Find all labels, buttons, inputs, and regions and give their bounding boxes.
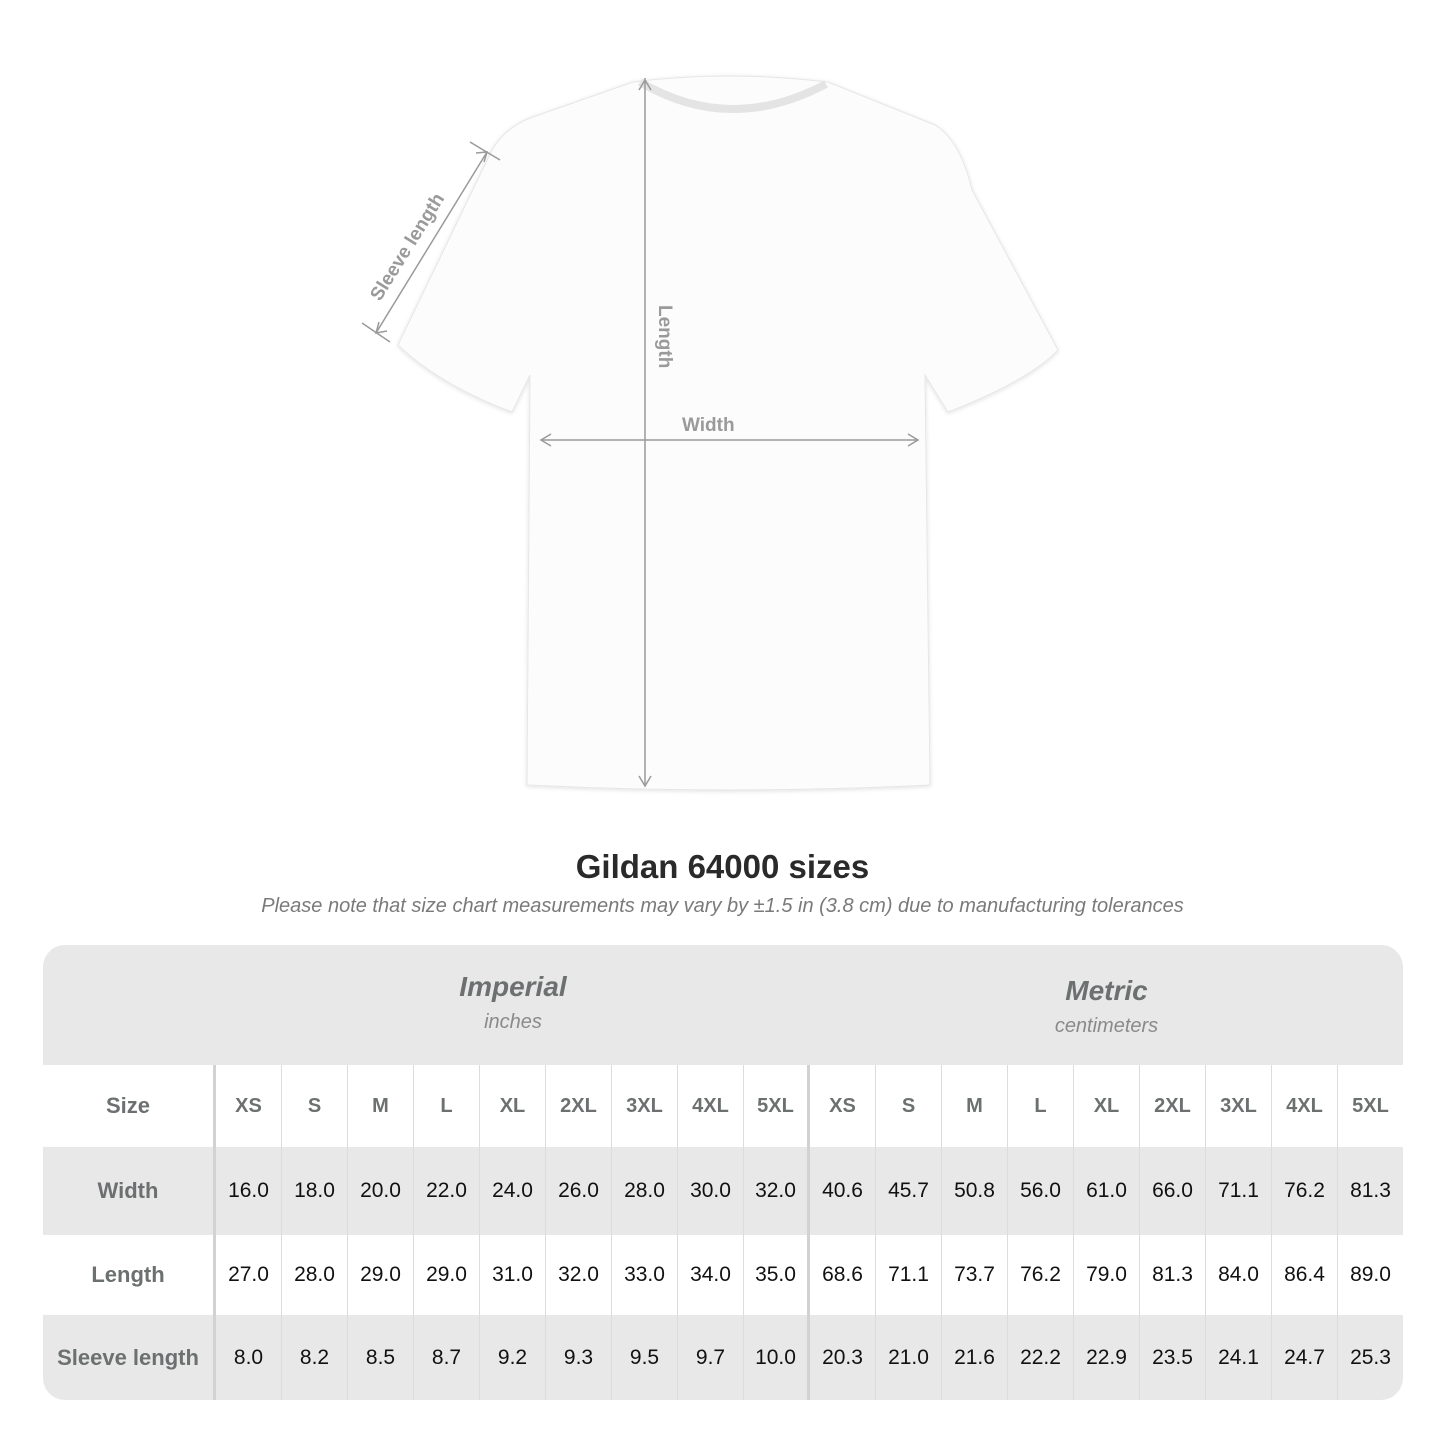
metric-value-cell: 73.7 [942,1235,1008,1315]
metric-value-cell: 22.2 [1008,1315,1074,1400]
imperial-value-cell: 32.0 [546,1235,612,1315]
row-label: Sleeve length [43,1315,216,1400]
metric-value-cell: 66.0 [1140,1147,1206,1235]
size-header-cell: XS [216,1065,282,1147]
size-header-cell: 2XL [1140,1065,1206,1147]
imperial-value-cell: 9.7 [678,1315,744,1400]
size-header-cell: 4XL [1272,1065,1338,1147]
row-label: Length [43,1235,216,1315]
imperial-unit: inches [484,1011,542,1033]
imperial-value-cell: 20.0 [348,1147,414,1235]
table-row: Width 16.0 18.0 20.0 22.0 24.0 26.0 28.0 30.0 32.… [43,1147,1403,1235]
metric-value-cell: 45.7 [876,1147,942,1235]
imperial-value-cell: 31.0 [480,1235,546,1315]
imperial-value-cell: 16.0 [216,1147,282,1235]
metric-value-cell: 20.3 [810,1315,876,1400]
size-header-cell: 2XL [546,1065,612,1147]
row-label: Width [43,1147,216,1235]
table-row: Sleeve length 8.0 8.2 8.5 8.7 9.2 9.3 9.5 9.7 10.… [43,1315,1403,1400]
imperial-value-cell: 8.5 [348,1315,414,1400]
metric-value-cell: 24.7 [1272,1315,1338,1400]
length-label: Length [654,305,675,368]
metric-value-cell: 76.2 [1272,1147,1338,1235]
imperial-value-cell: 29.0 [348,1235,414,1315]
imperial-value-cell: 10.0 [744,1315,810,1400]
size-header-cell: M [942,1065,1008,1147]
imperial-value-cell: 28.0 [282,1235,348,1315]
imperial-value-cell: 34.0 [678,1235,744,1315]
metric-value-cell: 56.0 [1008,1147,1074,1235]
tolerance-note: Please note that size chart measurements… [261,895,1184,917]
metric-unit: centimeters [1054,1015,1159,1037]
imperial-value-cell: 9.3 [546,1315,612,1400]
metric-value-cell: 84.0 [1206,1235,1272,1315]
size-header-cell: L [414,1065,480,1147]
imperial-value-cell: 33.0 [612,1235,678,1315]
size-header-cell: 3XL [1206,1065,1272,1147]
imperial-value-cell: 28.0 [612,1147,678,1235]
metric-value-cell: 71.1 [876,1235,942,1315]
metric-value-cell: 50.8 [942,1147,1008,1235]
metric-header: Metric centimeters [810,945,1403,1065]
imperial-value-cell: 24.0 [480,1147,546,1235]
metric-value-cell: 23.5 [1140,1315,1206,1400]
imperial-value-cell: 8.7 [414,1315,480,1400]
imperial-header: Imperial inches [216,945,810,1065]
imperial-value-cell: 9.5 [612,1315,678,1400]
imperial-value-cell: 35.0 [744,1235,810,1315]
tshirt-diagram: Sleeve length Length Width [361,75,1059,791]
size-header-cell: XL [1074,1065,1140,1147]
page-title: Gildan 64000 sizes [575,848,870,885]
imperial-value-cell: 26.0 [546,1147,612,1235]
size-header-cell: S [876,1065,942,1147]
imperial-title: Imperial [459,971,567,1002]
size-header-cell: 3XL [612,1065,678,1147]
metric-value-cell: 21.0 [876,1315,942,1400]
metric-value-cell: 81.3 [1350,1179,1391,1202]
metric-value-cell: 61.0 [1074,1147,1140,1235]
size-header-cell: XS [810,1065,876,1147]
size-header-cell: M [348,1065,414,1147]
metric-value-cell: 79.0 [1074,1235,1140,1315]
size-header-cell: 5XL [744,1065,810,1147]
imperial-value-cell: 30.0 [678,1147,744,1235]
size-header-cell: XL [480,1065,546,1147]
metric-title: Metric [1065,975,1148,1006]
size-header-cell: S [282,1065,348,1147]
imperial-value-cell: 8.0 [216,1315,282,1400]
imperial-value-cell: 22.0 [414,1147,480,1235]
metric-value-cell: 76.2 [1008,1235,1074,1315]
metric-value-cell: 89.0 [1350,1263,1391,1286]
imperial-value-cell: 32.0 [744,1147,810,1235]
metric-value-cell: 25.3 [1350,1345,1391,1369]
width-label: Width [682,415,735,436]
imperial-value-cell: 18.0 [282,1147,348,1235]
tshirt-image [397,75,1059,791]
metric-value-cell: 71.1 [1206,1147,1272,1235]
metric-value-cell: 22.9 [1074,1315,1140,1400]
metric-value-cell: 81.3 [1140,1235,1206,1315]
imperial-value-cell: 9.2 [480,1315,546,1400]
row-label: Size [43,1065,216,1147]
metric-value-cell: 68.6 [810,1235,876,1315]
size-header-row: Size XS S M L XL 2XL 3XL 4XL 5XL XS S M L XL 2XL 3XL 4XL 5… [43,1065,1403,1147]
size-chart-table: Imperial inches Metric centimeters Size X… [43,945,1403,1400]
imperial-value-cell: 27.0 [216,1235,282,1315]
metric-value-cell: 40.6 [810,1147,876,1235]
size-header-cell: 4XL [678,1065,744,1147]
metric-value-cell: 21.6 [942,1315,1008,1400]
metric-value-cell: 86.4 [1272,1235,1338,1315]
imperial-value-cell: 29.0 [414,1235,480,1315]
metric-value-cell: 24.1 [1206,1315,1272,1400]
table-row: Length 27.0 28.0 29.0 29.0 31.0 32.0 33.0 34.0 35… [43,1235,1403,1315]
size-header-cell: L [1008,1065,1074,1147]
imperial-value-cell: 8.2 [282,1315,348,1400]
size-header-cell: 5XL [1352,1094,1389,1117]
